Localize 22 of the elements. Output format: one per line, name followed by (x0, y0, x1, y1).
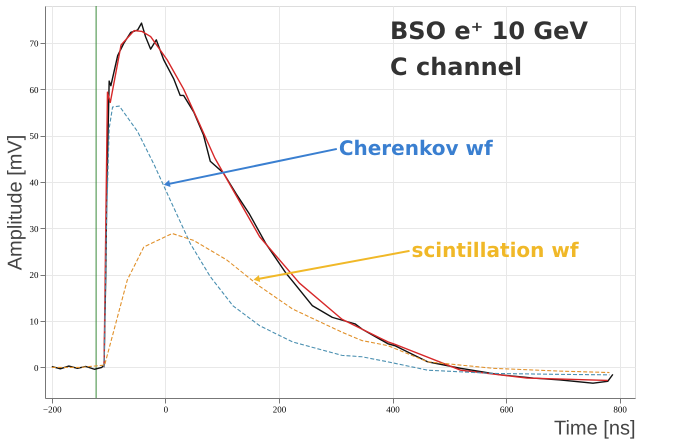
line-series (104, 106, 610, 376)
y-tick-label: 20 (30, 270, 39, 280)
y-tick-label: 50 (30, 131, 39, 142)
x-tick-label: 0 (164, 404, 169, 414)
x-tick-label: −200 (43, 404, 62, 414)
y-tick-label: 0 (34, 362, 39, 373)
x-axis-title: Time [ns] (554, 418, 636, 440)
y-tick-label: 30 (30, 224, 39, 234)
annotation: Cherenkov wf (338, 136, 493, 160)
y-axis-title: Amplitude [mV] (4, 134, 26, 270)
x-tick-label: 200 (272, 404, 287, 414)
x-tick-label: 400 (386, 404, 400, 414)
y-tick-label: 60 (30, 84, 39, 95)
annotation: C channel (390, 53, 522, 81)
x-tick-label: 600 (500, 404, 514, 414)
line-series (51, 232, 610, 374)
y-tick-label: 70 (30, 38, 39, 49)
annotation: scintillation wf (412, 238, 579, 262)
y-tick-label: 40 (30, 178, 39, 188)
x-tick-label: 800 (613, 404, 628, 414)
y-tick-label: 10 (30, 316, 39, 327)
annotation: BSO e⁺ 10 GeV (390, 17, 588, 45)
